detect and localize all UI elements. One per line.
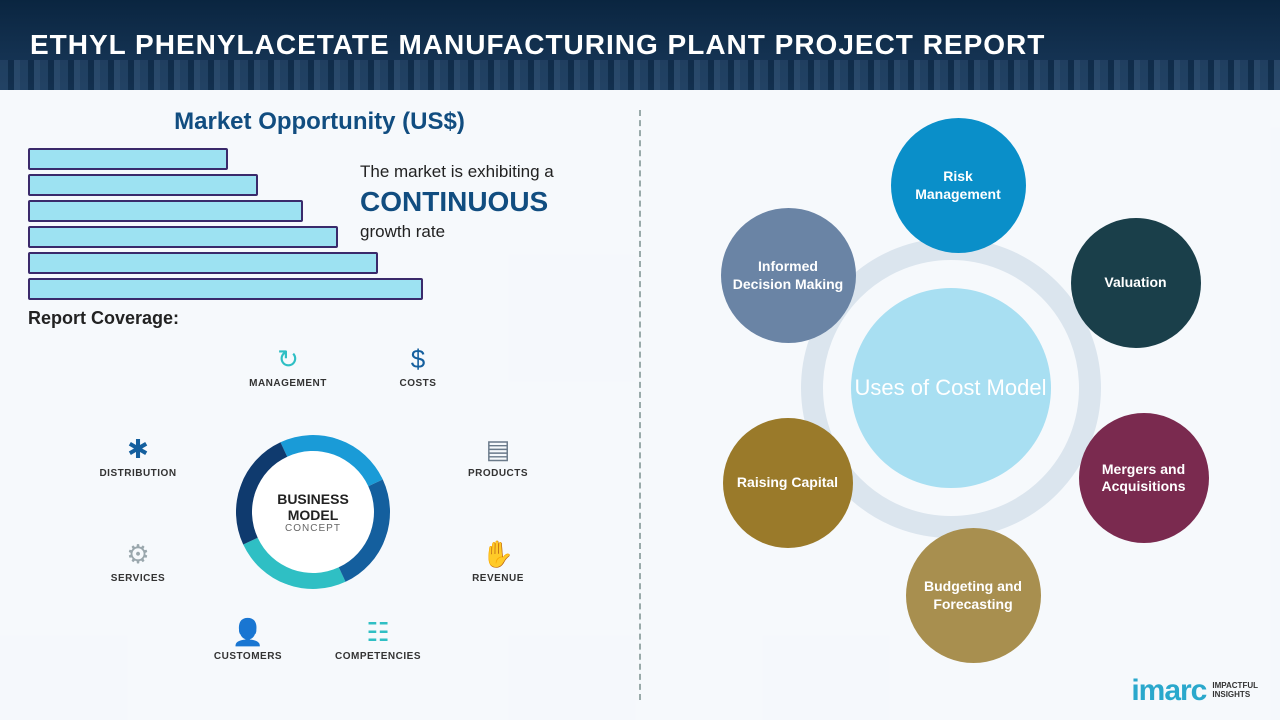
cost-model-diagram: Uses of Cost Model Risk Management Valuat… [681, 108, 1241, 668]
biz-item: 👤 CUSTOMERS [198, 615, 298, 662]
business-model-diagram: BUSINESS MODEL CONCEPT ↻ MANAGEMENT $ COSTS… [28, 337, 608, 657]
biz-icon: ▤ [481, 432, 515, 466]
header: ETHYL PHENYLACETATE MANUFACTURING PLANT … [0, 0, 1280, 90]
biz-icon: ✱ [121, 432, 155, 466]
cost-center: Uses of Cost Model [851, 288, 1051, 488]
coverage-label: Report Coverage: [28, 308, 611, 329]
biz-label: DISTRIBUTION [88, 468, 188, 479]
bar [28, 278, 423, 300]
bar [28, 200, 303, 222]
right-panel: Uses of Cost Model Risk Management Valuat… [641, 90, 1280, 720]
cost-node: Informed Decision Making [721, 208, 856, 343]
biz-icon: 👤 [231, 615, 265, 649]
biz-item: $ COSTS [368, 342, 468, 389]
biz-label: CUSTOMERS [198, 651, 298, 662]
biz-label: COSTS [368, 378, 468, 389]
bar [28, 226, 338, 248]
business-model-center: BUSINESS MODEL CONCEPT [248, 447, 378, 577]
biz-label: MANAGEMENT [238, 378, 338, 389]
biz-icon: ✋ [481, 537, 515, 571]
biz-icon: ☷ [361, 615, 395, 649]
page-title: ETHYL PHENYLACETATE MANUFACTURING PLANT … [30, 29, 1045, 61]
content: Market Opportunity (US$) The market is e… [0, 90, 1280, 720]
biz-item: ▤ PRODUCTS [448, 432, 548, 479]
market-text: The market is exhibiting a CONTINUOUS gr… [360, 162, 554, 242]
left-panel: Market Opportunity (US$) The market is e… [0, 90, 639, 720]
market-bigword: CONTINUOUS [360, 186, 554, 218]
bar [28, 252, 378, 274]
biz-icon: ⚙ [121, 537, 155, 571]
biz-item: ✋ REVENUE [448, 537, 548, 584]
cost-node: Valuation [1071, 218, 1201, 348]
biz-icon: ↻ [271, 342, 305, 376]
biz-label: PRODUCTS [448, 468, 548, 479]
cost-node: Mergers and Acquisitions [1079, 413, 1209, 543]
skyline-decoration [0, 60, 1280, 90]
biz-item: ✱ DISTRIBUTION [88, 432, 188, 479]
cost-node: Risk Management [891, 118, 1026, 253]
market-title: Market Opportunity (US$) [28, 108, 611, 136]
brand-logo: imarc IMPACTFUL INSIGHTS [1131, 674, 1258, 708]
market-text-2: growth rate [360, 222, 554, 242]
biz-center-line1: BUSINESS [277, 491, 349, 507]
cost-node: Raising Capital [723, 418, 853, 548]
biz-center-line3: CONCEPT [285, 523, 341, 534]
biz-label: COMPETENCIES [328, 651, 428, 662]
logo-text: imarc [1131, 674, 1206, 708]
biz-label: REVENUE [448, 573, 548, 584]
biz-center-line2: MODEL [288, 507, 339, 523]
cost-node: Budgeting and Forecasting [906, 528, 1041, 663]
market-text-1: The market is exhibiting a [360, 162, 554, 182]
biz-label: SERVICES [88, 573, 188, 584]
biz-item: ☷ COMPETENCIES [328, 615, 428, 662]
bar [28, 148, 228, 170]
biz-item: ⚙ SERVICES [88, 537, 188, 584]
bar [28, 174, 258, 196]
biz-item: ↻ MANAGEMENT [238, 342, 338, 389]
logo-tagline: IMPACTFUL INSIGHTS [1212, 682, 1258, 700]
biz-icon: $ [401, 342, 435, 376]
